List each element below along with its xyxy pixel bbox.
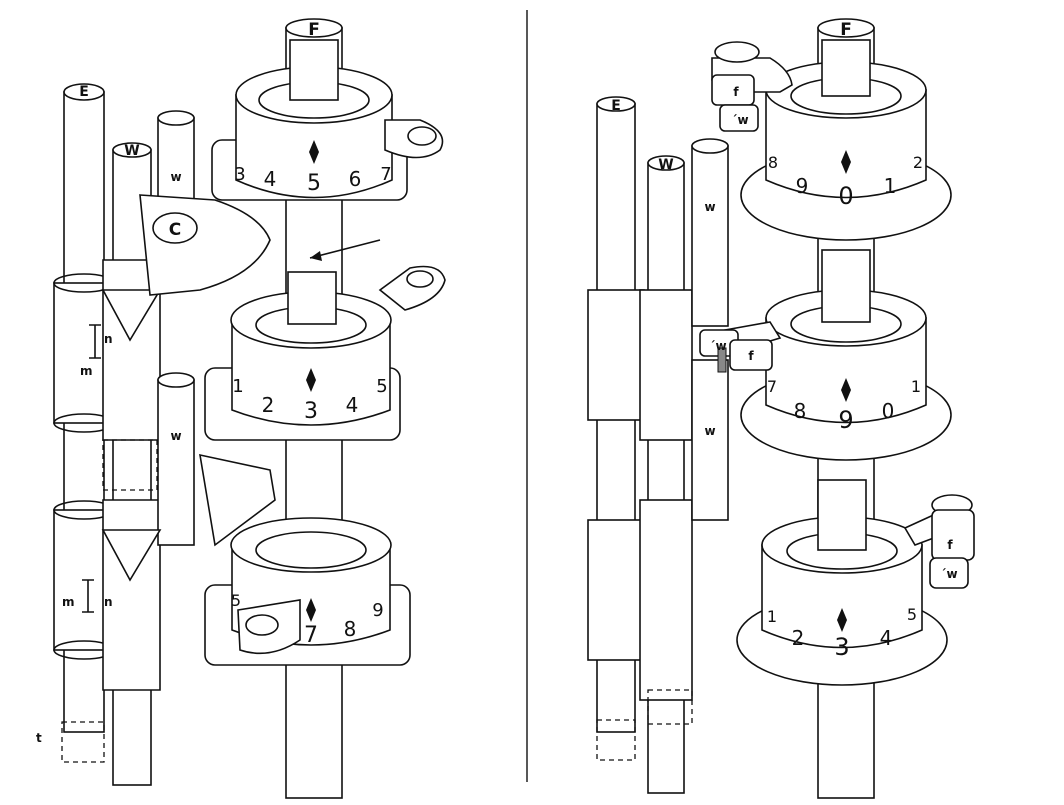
right-label-w-finger-mid: ´w — [709, 339, 726, 353]
right-wheel-mid — [740, 249, 952, 461]
left-wedge-upper — [101, 289, 162, 342]
left-wheel-top-digits: 3 4 5 6 7 — [234, 164, 391, 196]
right-bottom-digit-2: 3 — [834, 633, 849, 661]
left-bottom-digit-3: 9 — [372, 600, 383, 621]
left-bottom-digit-2: 8 — [344, 617, 357, 641]
right-label-e: E — [611, 98, 621, 114]
right-mid-digit-3: 0 — [882, 399, 895, 423]
left-label-m-upper: m — [80, 364, 93, 378]
left-label-n-upper: n — [104, 332, 113, 346]
right-label-w: W — [658, 157, 673, 173]
right-label-f: F — [840, 20, 852, 40]
right-label-f-mid: f — [748, 349, 754, 363]
right-top-digit-3: 1 — [884, 174, 897, 198]
right-wheel-bottom-digits: 1 2 3 4 5 — [767, 605, 917, 661]
right-axis-w — [639, 155, 693, 794]
right-top-digit-2: 0 — [838, 182, 853, 210]
right-label-w-finger-top: ´w — [731, 113, 748, 127]
left-mid-digit-1: 2 — [262, 393, 275, 417]
right-bottom-digit-1: 2 — [792, 626, 805, 650]
right-finger-top — [711, 41, 793, 132]
left-mid-digit-3: 4 — [346, 393, 359, 417]
right-shaft-w-mid — [691, 359, 729, 521]
right-axis-e — [587, 96, 645, 761]
right-panel: E W w w F — [587, 18, 975, 799]
left-bottom-digit-0: 5 — [231, 591, 241, 610]
left-cam-lower — [199, 453, 276, 547]
left-shaft-w-mid — [157, 372, 195, 546]
left-mid-digit-2: 3 — [304, 399, 318, 424]
left-label-m-lower: m — [62, 595, 75, 609]
right-mid-digit-2: 9 — [838, 406, 853, 434]
right-bottom-digit-0: 1 — [767, 607, 777, 626]
right-top-digit-4: 2 — [913, 153, 923, 172]
left-arrow-head — [310, 251, 322, 261]
left-top-digit-4: 7 — [380, 164, 391, 185]
left-wheel-mid — [204, 265, 446, 441]
left-label-t: t — [36, 731, 42, 745]
right-top-digit-0: 8 — [768, 153, 778, 172]
right-label-w-mid: w — [704, 424, 715, 438]
left-wedge-lower — [101, 529, 162, 582]
left-top-digit-0: 3 — [234, 164, 245, 185]
left-label-w-top: w — [170, 170, 181, 184]
right-wheel-bottom — [736, 479, 948, 686]
left-wheel-bottom — [204, 517, 411, 666]
right-bottom-digit-4: 5 — [907, 605, 917, 624]
left-top-digit-3: 6 — [349, 167, 362, 191]
left-wheel-top — [211, 39, 444, 201]
left-bracket-upper — [89, 324, 101, 359]
left-label-c: C — [169, 220, 181, 240]
left-label-w: W — [124, 143, 139, 159]
left-cam-c — [139, 194, 271, 296]
right-shaft-w-top — [691, 138, 729, 327]
left-top-digit-1: 4 — [264, 167, 277, 191]
right-label-f-bottom: f — [947, 538, 953, 552]
left-label-f: F — [308, 20, 320, 40]
right-wheel-top-digits: 8 9 0 1 2 — [768, 153, 923, 210]
left-bracket-lower — [82, 579, 94, 613]
right-mid-digit-0: 7 — [767, 377, 777, 396]
right-wheel-top — [740, 39, 952, 241]
right-finger-mid — [699, 321, 782, 373]
right-finger-bottom — [903, 494, 975, 589]
right-label-w-finger-bottom: ´w — [940, 567, 957, 581]
right-mid-digit-1: 8 — [794, 399, 807, 423]
left-bottom-digit-1: 7 — [304, 623, 318, 648]
left-mid-digit-0: 1 — [232, 376, 243, 397]
left-arrow-carry — [309, 239, 381, 259]
left-top-digit-2: 5 — [307, 171, 321, 196]
right-label-f-top: f — [733, 85, 739, 99]
left-label-e: E — [79, 84, 89, 100]
left-wheel-bottom-digits: 5 7 8 9 — [231, 591, 384, 648]
left-panel: E W w w n m m n t — [36, 18, 446, 799]
left-label-n-lower: n — [104, 595, 113, 609]
left-mid-digit-4: 5 — [376, 376, 387, 397]
left-wheel-mid-digits: 1 2 3 4 5 — [232, 376, 387, 424]
right-wheel-mid-digits: 7 8 9 0 1 — [767, 377, 921, 434]
right-mid-digit-4: 1 — [911, 377, 921, 396]
right-bottom-digit-3: 4 — [880, 626, 893, 650]
right-top-digit-1: 9 — [796, 174, 809, 198]
left-label-w-mid: w — [170, 429, 181, 443]
right-label-w-top: w — [704, 200, 715, 214]
